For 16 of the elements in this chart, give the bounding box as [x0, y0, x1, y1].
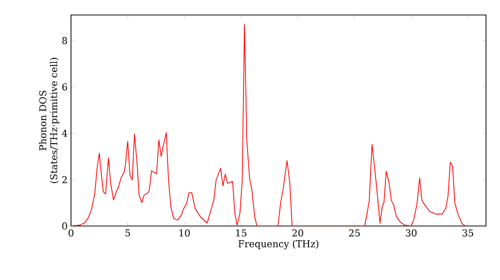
y-tick-label: 6 [62, 83, 68, 90]
x-tick-label: 0 [68, 229, 74, 237]
x-tick-label: 15 [236, 229, 246, 237]
x-tick-label: 35 [462, 229, 474, 237]
x-tick-label: 30 [406, 229, 417, 237]
y-tick-label: 0 [62, 222, 68, 230]
x-tick-label: 20 [292, 229, 304, 237]
y-axis-title: Phonon DOS (States/THz·primitive cell) [39, 58, 60, 184]
x-tick-label: 25 [349, 229, 360, 237]
y-tick-label: 2 [62, 176, 67, 184]
y-tick-label: 8 [62, 36, 68, 44]
line-series [71, 24, 466, 226]
x-axis-title: Frequency (THz) [238, 240, 318, 250]
x-tick-label: 10 [180, 229, 190, 237]
x-tick-label: 5 [125, 229, 130, 236]
y-tick-label: 4 [62, 130, 68, 137]
